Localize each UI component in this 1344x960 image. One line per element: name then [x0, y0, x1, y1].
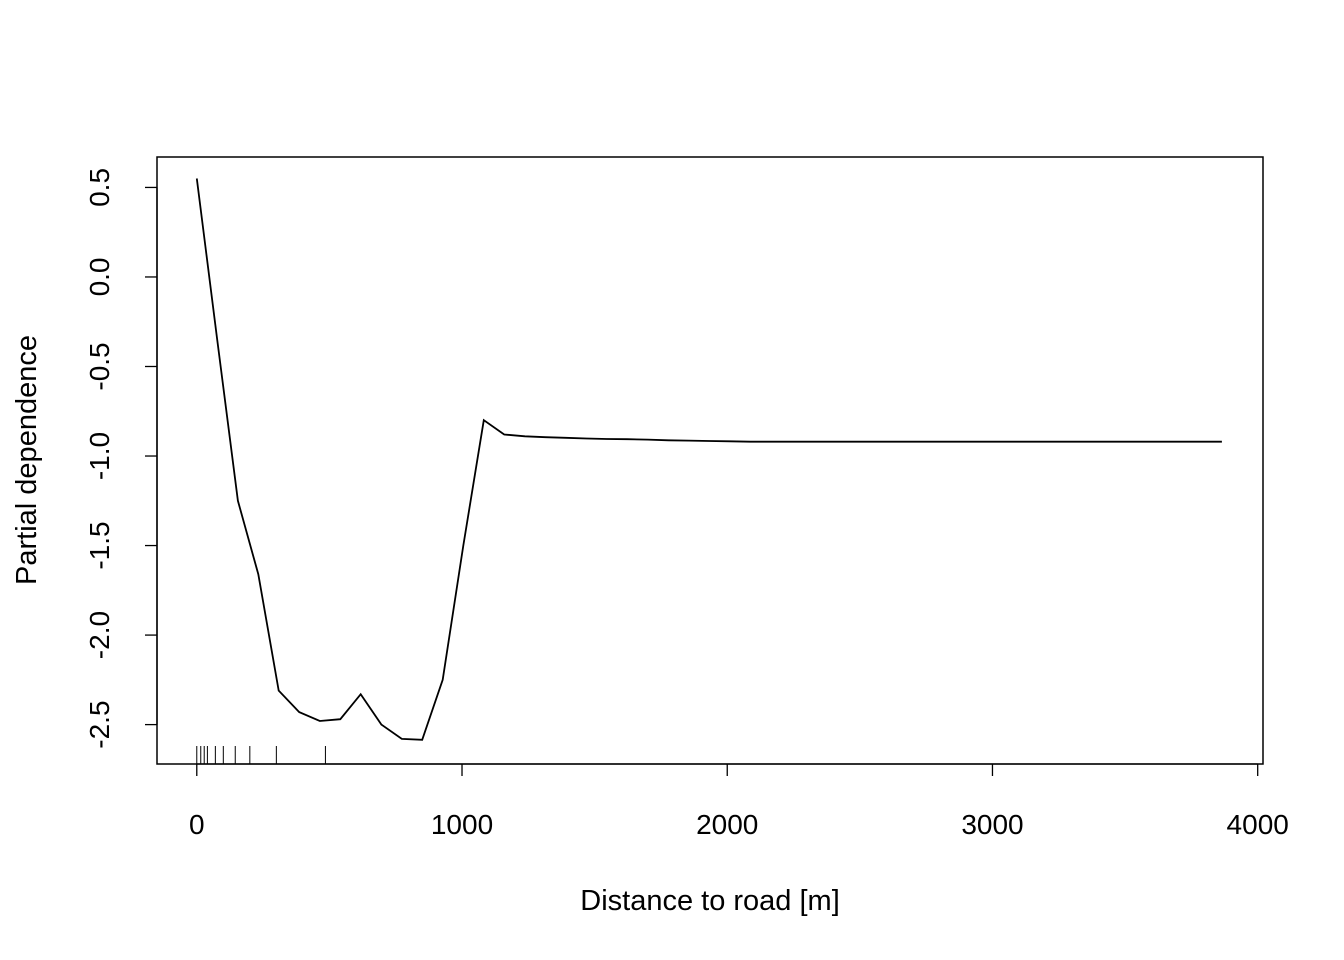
series-layer	[195, 178, 1222, 741]
x-tick-label: 2000	[696, 809, 758, 840]
x-tick-label: 0	[189, 809, 205, 840]
y-tick-label: -2.5	[84, 700, 115, 748]
y-tick-label: 0.0	[84, 257, 115, 296]
x-tick-label: 3000	[961, 809, 1023, 840]
x-axis-title: Distance to road [m]	[580, 885, 840, 917]
y-tick-label: -2.0	[84, 611, 115, 659]
y-tick-label: -1.0	[84, 432, 115, 480]
plot-box	[156, 156, 1264, 765]
y-tick-label: 0.5	[84, 168, 115, 207]
y-axis: -2.5 -2.0 -1.5 -1.0 -0.5 0.0 0.5	[84, 168, 158, 749]
y-tick-label: -1.5	[84, 521, 115, 569]
x-tick-label: 4000	[1227, 809, 1289, 840]
y-tick-label: -0.5	[84, 342, 115, 390]
partial-dependence-line	[195, 178, 1222, 741]
rug-marks	[196, 746, 326, 764]
x-tick-label: 1000	[431, 809, 493, 840]
y-axis-title: Partial dependence	[11, 335, 43, 585]
x-axis: 0 1000 2000 3000 4000	[189, 763, 1289, 840]
